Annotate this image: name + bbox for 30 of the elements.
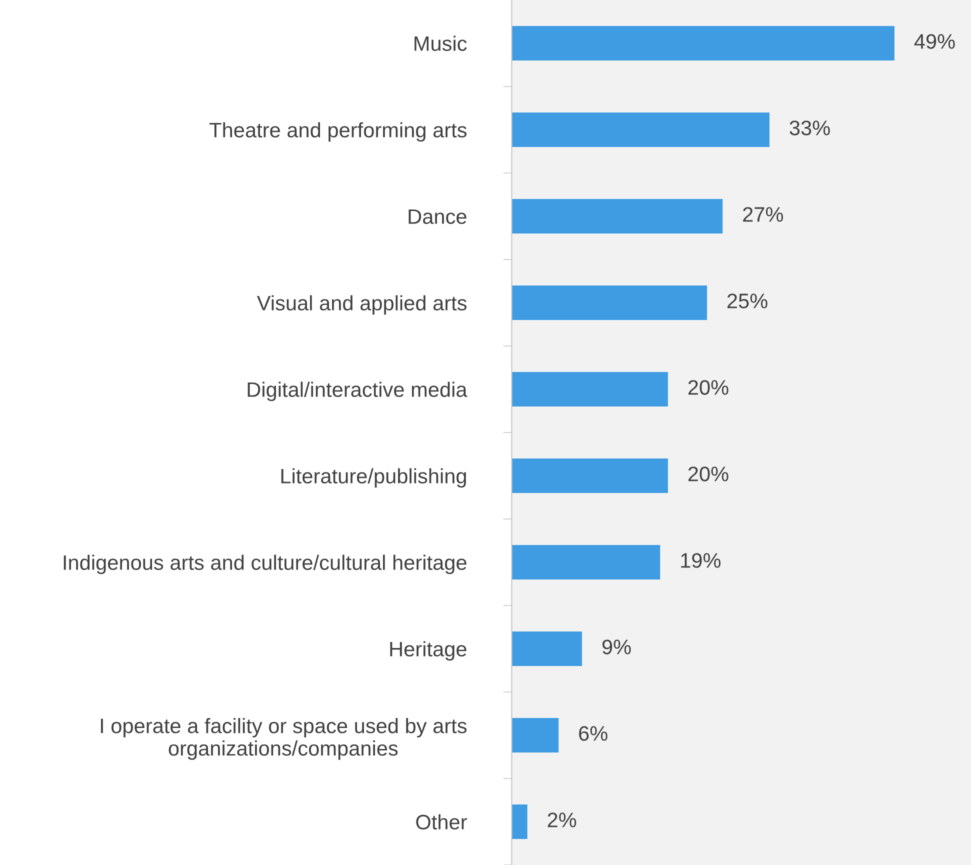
y-tick-label: Digital/interactive media: [248, 382, 468, 402]
data-label: 6%: [579, 726, 608, 741]
y-tick-label: Theatre and performing arts: [210, 122, 467, 142]
data-label: 9%: [602, 640, 631, 654]
bar: [512, 285, 707, 320]
data-label: 27%: [743, 207, 784, 222]
data-label: 19%: [681, 553, 721, 568]
bar: [512, 372, 668, 407]
data-label: 25%: [727, 294, 768, 308]
data-label: 20%: [688, 466, 728, 482]
data-label: 49%: [914, 34, 955, 49]
y-tick-label: I operate a facility or space used by arts organizations/companies: [100, 718, 467, 760]
data-label: 33%: [790, 120, 830, 136]
bar: [512, 458, 668, 494]
y-tick-label: Visual and applied arts: [256, 295, 467, 315]
y-tick-label: Heritage: [390, 641, 466, 661]
y-tick-label: Music: [414, 36, 467, 52]
y-tick-label: Other: [416, 814, 467, 830]
bar: [512, 26, 894, 61]
bar: [512, 804, 528, 840]
bar: [512, 544, 660, 580]
bar: [512, 631, 582, 666]
data-label: 20%: [688, 380, 728, 395]
y-tick-label: Literature/publishing: [281, 468, 466, 488]
y-tick-label: Indigenous arts and culture/cultural heritage: [64, 554, 466, 574]
bar: [512, 718, 559, 753]
bar: [512, 112, 770, 148]
data-label: 2%: [548, 812, 576, 828]
bar: [512, 198, 723, 234]
y-tick-label: Dance: [408, 209, 466, 224]
